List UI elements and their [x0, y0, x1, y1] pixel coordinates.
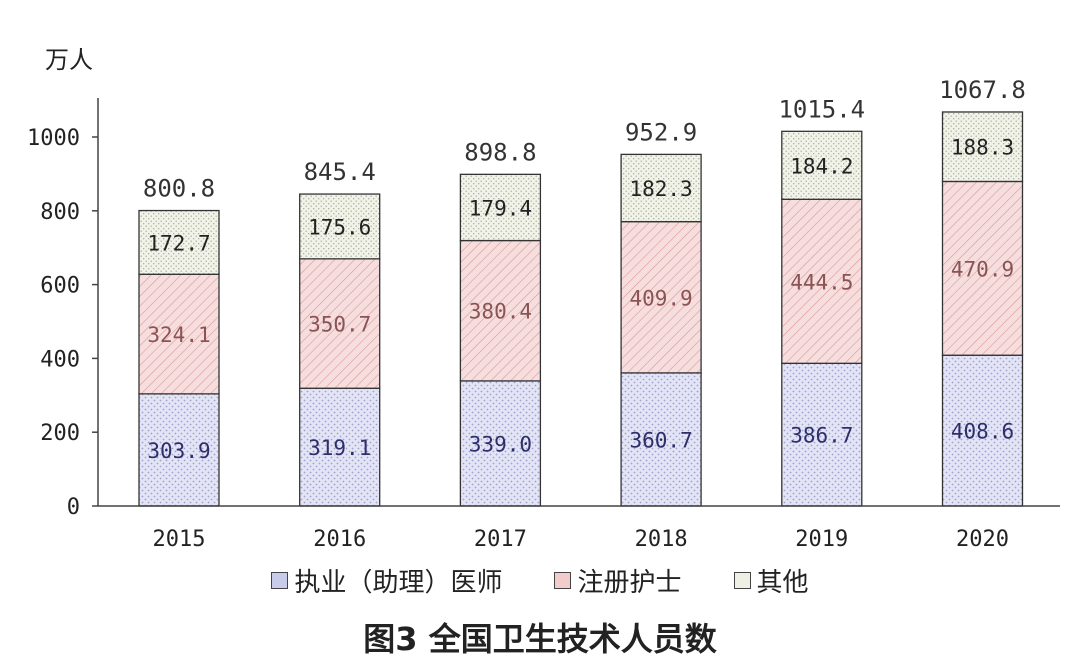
legend-label-nurses: 注册护士	[577, 567, 682, 598]
x-tick-label: 2016	[313, 527, 366, 552]
bar-segment	[299, 258, 381, 389]
bar-segment	[941, 180, 1024, 356]
y-axis-unit-label: 万人	[45, 46, 93, 74]
total-label: 952.9	[625, 118, 697, 146]
bar-segment	[941, 111, 1024, 183]
data-label: 360.7	[629, 428, 692, 452]
x-tick-label: 2015	[153, 527, 206, 552]
data-label: 339.0	[469, 432, 532, 456]
y-tick-label: 200	[40, 421, 80, 446]
y-tick-label: 1000	[27, 126, 80, 151]
bar-segment	[781, 198, 863, 364]
data-label: 444.5	[790, 270, 853, 294]
data-label: 179.4	[469, 196, 532, 220]
y-axis: 0 200 400 600 800 1000	[27, 98, 99, 520]
legend-item-other: 其他	[733, 562, 809, 599]
data-label: 182.3	[629, 177, 692, 201]
y-tick-label: 800	[40, 200, 80, 225]
data-label: 324.1	[147, 323, 210, 347]
data-label: 188.3	[951, 136, 1014, 160]
y-tick-label: 600	[40, 274, 80, 299]
total-label: 845.4	[304, 158, 376, 186]
total-label: 800.8	[143, 175, 215, 203]
data-label: 386.7	[790, 424, 853, 448]
data-label: 184.2	[790, 154, 853, 178]
legend-item-nurses: 注册护士	[554, 562, 682, 599]
bar-segment	[620, 220, 702, 374]
bar-segment	[620, 153, 702, 223]
bar-segment	[781, 130, 863, 200]
legend-swatch-other	[733, 571, 751, 589]
bar-segment	[941, 354, 1024, 507]
data-label: 380.4	[469, 300, 532, 324]
bar-segment	[459, 380, 542, 507]
total-label: 1015.4	[778, 95, 865, 123]
legend-item-physicians: 执业（助理）医师	[271, 562, 502, 599]
data-label: 470.9	[951, 257, 1014, 281]
bar-segment	[299, 387, 381, 507]
x-tick-label: 2020	[956, 527, 1009, 552]
x-axis: 2015 2016 2017 2018 2019 2020	[98, 505, 1060, 552]
bar-segment	[781, 362, 863, 507]
x-tick-label: 2018	[635, 527, 688, 552]
data-label: 350.7	[308, 313, 371, 337]
total-label: 898.8	[464, 138, 536, 166]
bar-segment	[620, 372, 702, 507]
y-tick-label: 0	[67, 495, 80, 520]
y-tick-label: 400	[40, 347, 80, 372]
data-label: 319.1	[308, 436, 371, 460]
total-label: 1067.8	[939, 76, 1026, 104]
stacked-bar-chart: 万人 0 200 400 600 800 1000 303.9 324.1 172.7 800.…	[27, 46, 1060, 552]
data-label: 303.9	[147, 439, 210, 463]
bar-segment	[459, 173, 542, 242]
legend-swatch-physicians	[271, 571, 289, 589]
bars-group: 303.9 324.1 172.7 800.8 319.1 350.7 175.6 845.4…	[138, 76, 1026, 507]
data-label: 408.6	[951, 420, 1014, 444]
data-label: 172.7	[147, 231, 210, 255]
bar-segment	[138, 273, 220, 395]
data-label: 409.9	[629, 286, 692, 310]
legend: 执业（助理）医师 注册护士 其他	[0, 562, 1080, 598]
bar-segment	[299, 193, 381, 260]
x-tick-label: 2019	[795, 527, 848, 552]
bar-segment	[138, 209, 220, 275]
legend-label-other: 其他	[756, 567, 809, 598]
legend-swatch-nurses	[554, 571, 572, 589]
x-tick-label: 2017	[474, 527, 527, 552]
chart-title: 图3 全国卫生技术人员数	[363, 620, 717, 658]
bar-segment	[459, 239, 542, 382]
legend-label-physicians: 执业（助理）医师	[294, 567, 503, 598]
data-label: 175.6	[308, 215, 371, 239]
